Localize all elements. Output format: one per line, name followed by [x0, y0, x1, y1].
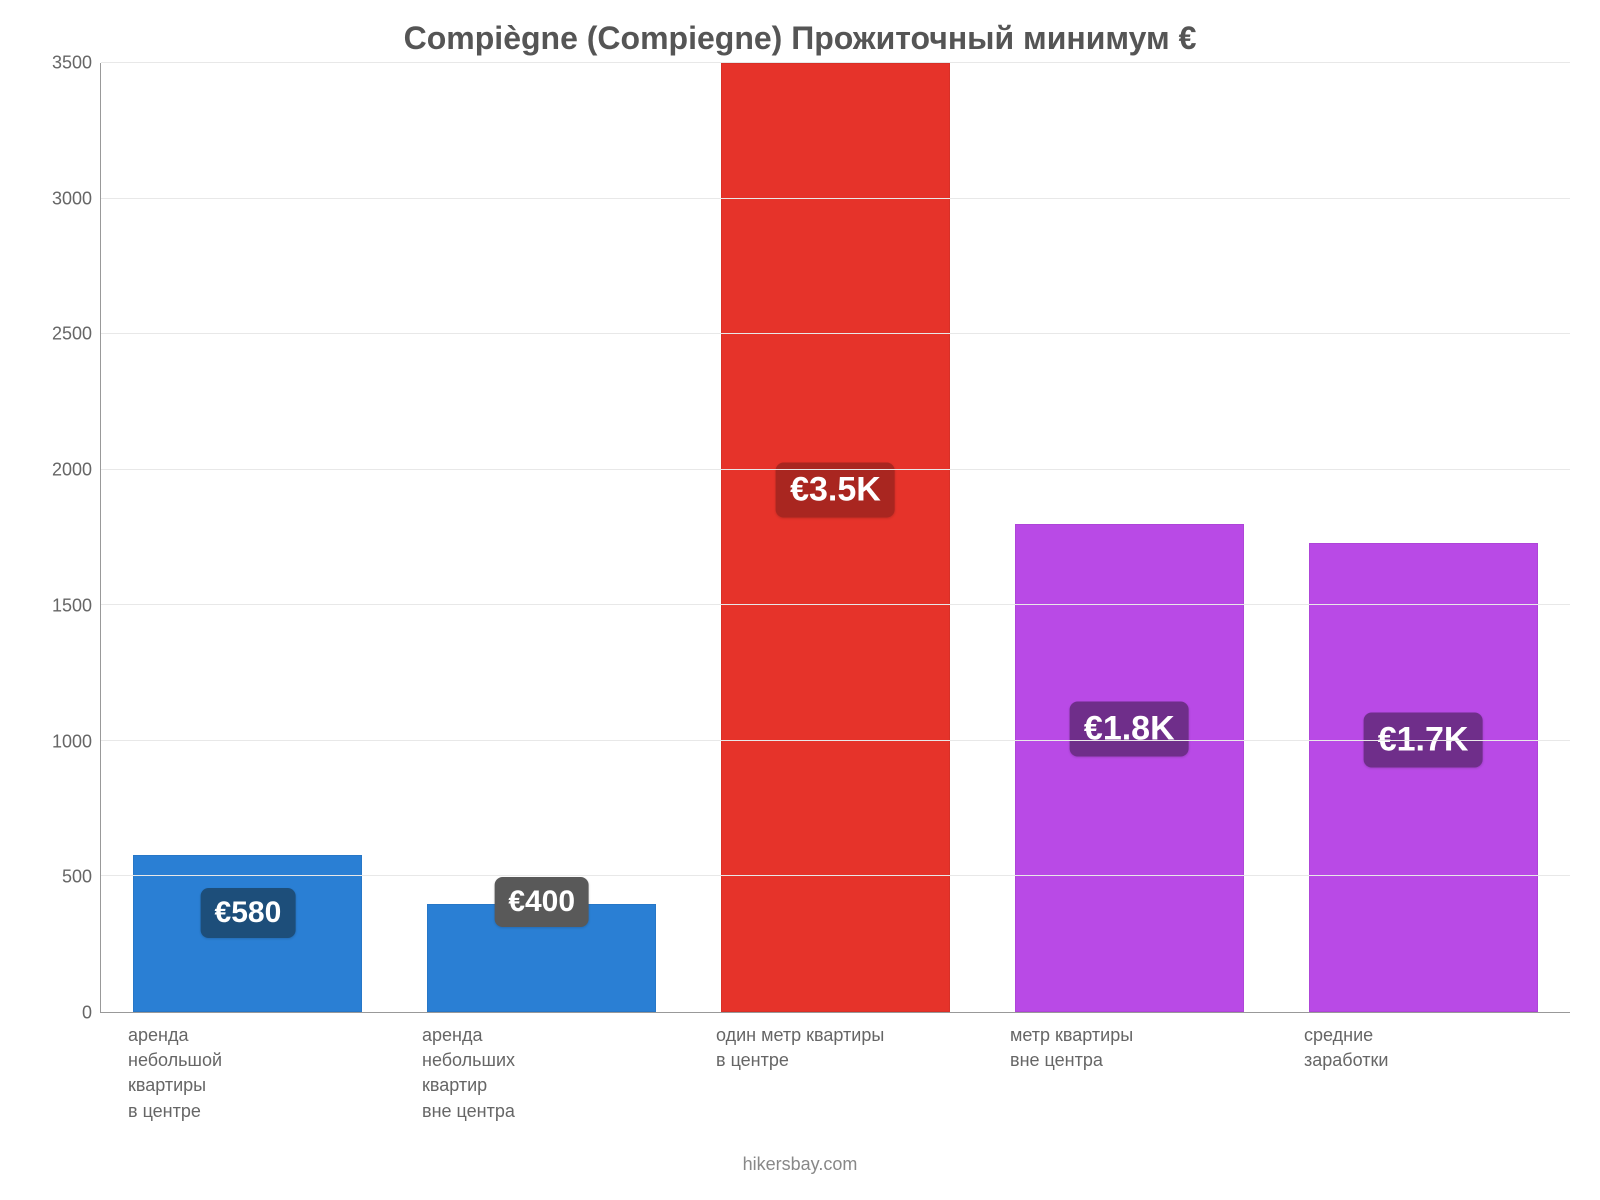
- bar-value-label: €580: [201, 888, 296, 938]
- y-tick-label: 3500: [32, 53, 92, 74]
- plot-area: €580 €400 €3.5K €1.8K €1.7K: [100, 63, 1570, 1013]
- x-label-slot: один метр квартиры в центре: [688, 1023, 982, 1124]
- x-axis-label: метр квартиры вне центра: [1010, 1023, 1133, 1124]
- x-label-slot: метр квартиры вне центра: [982, 1023, 1276, 1124]
- x-axis-label: аренда небольших квартир вне центра: [422, 1023, 515, 1124]
- bar-slot: €400: [395, 63, 689, 1012]
- grid-line: [101, 469, 1570, 470]
- x-axis: аренда небольшой квартиры в центре аренда…: [100, 1023, 1570, 1124]
- grid-line: [101, 604, 1570, 605]
- bar: €1.7K: [1309, 543, 1538, 1012]
- grid-line: [101, 62, 1570, 63]
- chart-title: Compiègne (Compiegne) Прожиточный миниму…: [30, 20, 1570, 57]
- grid-line: [101, 740, 1570, 741]
- y-tick-label: 2000: [32, 460, 92, 481]
- grid-line: [101, 333, 1570, 334]
- x-label-slot: аренда небольшой квартиры в центре: [100, 1023, 394, 1124]
- bar: €1.8K: [1015, 524, 1244, 1012]
- bars-layer: €580 €400 €3.5K €1.8K €1.7K: [101, 63, 1570, 1012]
- y-tick-label: 2500: [32, 324, 92, 345]
- y-tick-label: 500: [32, 867, 92, 888]
- y-axis: 0500100015002000250030003500: [30, 63, 100, 1013]
- x-label-slot: аренда небольших квартир вне центра: [394, 1023, 688, 1124]
- bar: €580: [133, 855, 362, 1012]
- bar-value-label: €400: [494, 877, 589, 927]
- chart-footer: hikersbay.com: [30, 1154, 1570, 1175]
- bar-slot: €1.8K: [982, 63, 1276, 1012]
- y-tick-label: 1500: [32, 595, 92, 616]
- bar: €400: [427, 904, 656, 1012]
- bar-value-label: €3.5K: [776, 463, 895, 518]
- x-axis-label: один метр квартиры в центре: [716, 1023, 884, 1124]
- plot-row: 0500100015002000250030003500 €580€400€3.…: [30, 63, 1570, 1013]
- x-axis-label: средние заработки: [1304, 1023, 1388, 1124]
- y-tick-label: 1000: [32, 731, 92, 752]
- bar-slot: €580: [101, 63, 395, 1012]
- chart-container: Compiègne (Compiegne) Прожиточный миниму…: [0, 0, 1600, 1200]
- x-axis-label: аренда небольшой квартиры в центре: [128, 1023, 222, 1124]
- bar-slot: €1.7K: [1276, 63, 1570, 1012]
- y-tick-label: 0: [32, 1003, 92, 1024]
- bar: €3.5K: [721, 63, 950, 1012]
- grid-line: [101, 198, 1570, 199]
- grid-line: [101, 875, 1570, 876]
- bar-slot: €3.5K: [689, 63, 983, 1012]
- x-label-slot: средние заработки: [1276, 1023, 1570, 1124]
- y-tick-label: 3000: [32, 188, 92, 209]
- bar-value-label: €1.8K: [1070, 702, 1189, 757]
